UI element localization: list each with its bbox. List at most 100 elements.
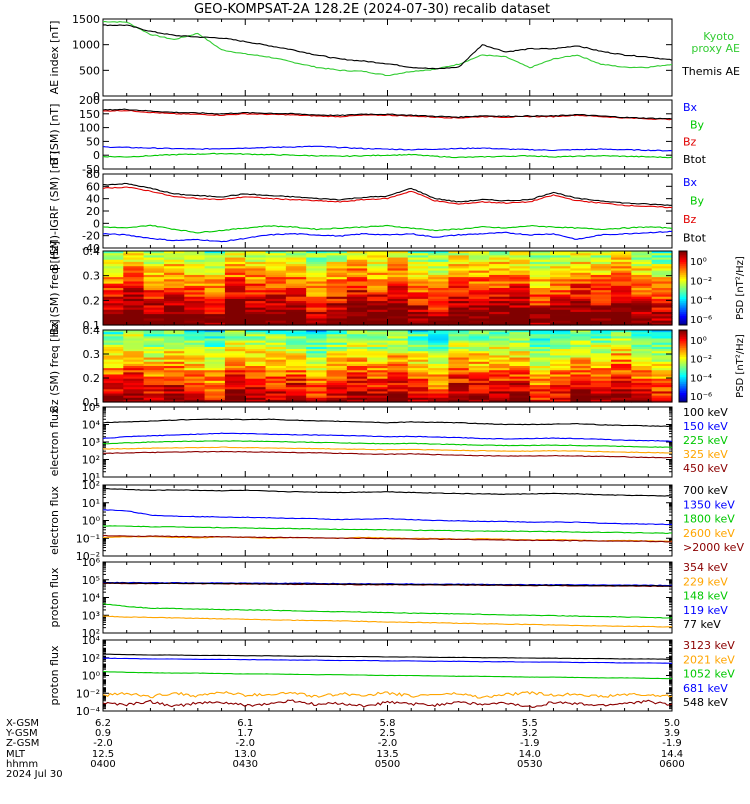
spectrogram-cell	[204, 353, 226, 357]
spectrogram-cell	[407, 266, 429, 270]
spectrogram-cell	[387, 259, 409, 263]
spectrogram-cell	[265, 266, 287, 270]
footer-row-label: X-GSM	[6, 718, 39, 729]
spectrogram-cell	[204, 357, 226, 361]
spectrogram-cell	[346, 305, 368, 309]
spectrogram-cell	[489, 330, 511, 333]
spectrogram-cell	[265, 290, 287, 293]
spectrogram-cell	[550, 285, 571, 289]
spectrogram-cell	[631, 281, 653, 285]
spectrogram-cell	[184, 370, 206, 373]
spectrogram-cell	[631, 264, 653, 267]
spectrogram-cell	[204, 351, 226, 354]
spectrogram-cell	[224, 389, 246, 393]
spectrogram-cell	[407, 296, 429, 300]
spectrogram-cell	[631, 307, 653, 311]
spectrogram-cell	[123, 270, 145, 274]
spectrogram-cell	[611, 298, 632, 302]
ytick-label: 10³	[82, 609, 100, 622]
spectrogram-cell	[550, 399, 571, 403]
spectrogram-cell	[123, 389, 145, 393]
legend-entry: 119 keV	[683, 604, 728, 617]
spectrogram-cell	[285, 389, 307, 393]
spectrogram-cell	[590, 389, 612, 393]
spectrogram-cell	[387, 270, 409, 274]
spectrogram-cell	[428, 351, 450, 354]
spectrogram-cell	[204, 397, 226, 401]
spectrogram-cell	[163, 395, 185, 399]
spectrogram-cell	[367, 296, 389, 300]
spectrogram-cell	[570, 334, 592, 337]
ytick-label: 10⁴	[82, 419, 101, 432]
spectrogram-cell	[611, 253, 632, 256]
spectrogram-cell	[265, 342, 287, 346]
spectrogram-cell	[204, 336, 226, 340]
spectrogram-cell	[285, 399, 307, 403]
spectrogram-cell	[570, 266, 592, 270]
spectrogram-cell	[265, 268, 287, 272]
spectrogram-cell	[387, 296, 409, 300]
spectrogram-cell	[103, 378, 124, 382]
spectrogram-cell	[611, 368, 632, 371]
legend-entry: 150 keV	[683, 420, 728, 433]
spectrogram-cell	[123, 316, 145, 320]
spectrogram-cell	[285, 344, 307, 348]
spectrogram-cell	[224, 298, 246, 302]
spectrogram-cell	[224, 253, 246, 256]
spectrogram-cell	[204, 361, 226, 365]
spectrogram-cell	[387, 368, 409, 371]
spectrogram-cell	[570, 357, 592, 361]
spectrogram-cell	[468, 380, 490, 384]
spectrogram-cell	[265, 382, 287, 386]
spectrogram-cell	[448, 385, 470, 388]
spectrogram-cell	[489, 294, 511, 298]
spectrogram-cell	[590, 363, 612, 367]
spectrogram-cell	[103, 353, 124, 357]
series-line-148-kev	[102, 602, 672, 619]
colorbar-cell	[679, 252, 687, 256]
spectrogram-cell	[306, 332, 328, 335]
legend-entry: Bx	[683, 101, 698, 114]
spectrogram-cell	[509, 303, 531, 307]
spectrogram-cell	[103, 391, 124, 395]
spectrogram-cell	[265, 257, 287, 261]
spectrogram-cell	[143, 281, 165, 285]
spectrogram-cell	[123, 309, 145, 313]
spectrogram-cell	[123, 294, 145, 298]
spectrogram-cell	[224, 368, 246, 371]
spectrogram-cell	[448, 253, 470, 256]
spectrogram-cell	[509, 391, 531, 395]
spectrogram-cell	[529, 292, 551, 296]
spectrogram-cell	[631, 344, 653, 348]
spectrogram-cell	[631, 349, 653, 352]
spectrogram-cell	[651, 277, 673, 280]
spectrogram-cell	[346, 281, 368, 285]
spectrogram-cell	[590, 349, 612, 352]
spectrogram-cell	[123, 296, 145, 300]
colorbar-cell	[679, 353, 687, 356]
spectrogram-cell	[367, 389, 389, 393]
spectrogram-cell	[489, 320, 511, 324]
spectrogram-cell	[509, 387, 531, 390]
spectrogram-cell	[631, 303, 653, 307]
ytick-label: 10⁻²	[76, 550, 100, 563]
spectrogram-cell	[306, 305, 328, 309]
spectrogram-cell	[306, 279, 328, 283]
spectrogram-cell	[448, 342, 470, 346]
spectrogram-cell	[570, 314, 592, 317]
spectrogram-cell	[184, 277, 206, 280]
spectrogram-cell	[184, 266, 206, 270]
spectrogram-cell	[163, 332, 185, 335]
spectrogram-cell	[448, 393, 470, 397]
spectrogram-cell	[204, 366, 226, 369]
spectrogram-cell	[468, 259, 490, 263]
spectrogram-cell	[631, 359, 653, 363]
spectrogram-cell	[387, 351, 409, 354]
spectrogram-cell	[143, 361, 165, 365]
spectrogram-cell	[468, 368, 490, 371]
spectrogram-cell	[245, 346, 267, 350]
spectrogram-cell	[651, 393, 673, 397]
spectrogram-cell	[651, 359, 673, 363]
spectrogram-cell	[224, 277, 246, 280]
spectrogram-cell	[570, 298, 592, 302]
